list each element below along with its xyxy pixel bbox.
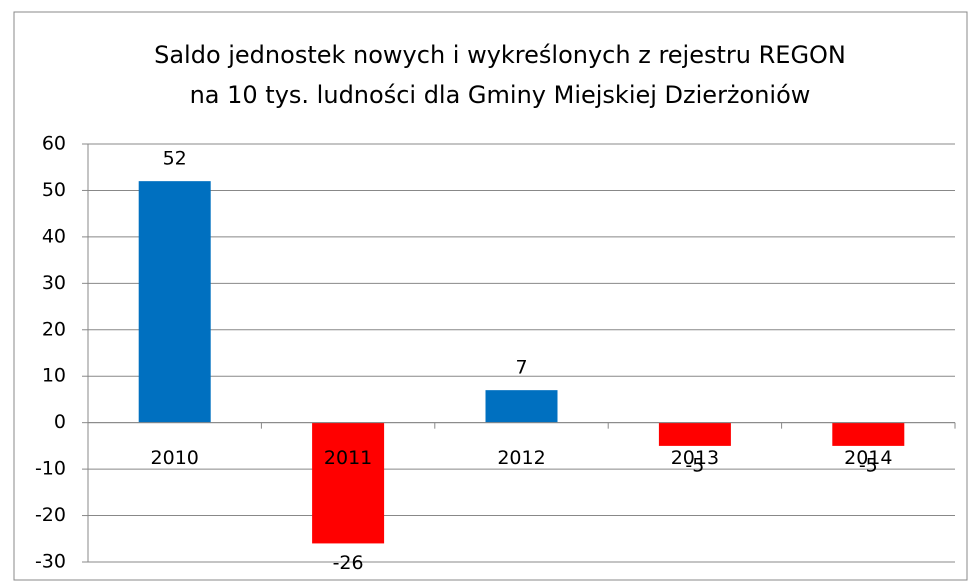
y-tick-label: -10 [35,458,66,480]
y-tick-label: 50 [42,179,66,201]
y-tick-label: 0 [54,411,66,433]
bar [485,390,558,423]
y-tick-label: 40 [42,225,66,247]
x-tick-label: 2012 [497,447,545,469]
y-tick-label: -20 [35,504,66,526]
chart-title: na 10 tys. ludności dla Gminy Miejskiej … [190,81,811,109]
chart-title: Saldo jednostek nowych i wykreślonych z … [154,41,846,69]
y-tick-label: -30 [35,551,66,573]
x-tick-label: 2010 [151,447,199,469]
data-label: -26 [333,552,364,574]
y-tick-label: 60 [42,133,66,155]
data-label: 7 [515,357,527,379]
x-tick-label: 2013 [671,447,719,469]
y-tick-label: 10 [42,365,66,387]
bar [658,422,731,446]
bar [312,422,385,544]
data-label: -5 [685,454,704,476]
x-tick-label: 2014 [844,447,892,469]
bar [832,422,905,446]
bar [138,181,211,423]
data-label: -5 [859,454,878,476]
y-tick-label: 30 [42,272,66,294]
x-tick-label: 2011 [324,447,372,469]
data-label: 52 [163,148,187,170]
y-tick-label: 20 [42,318,66,340]
